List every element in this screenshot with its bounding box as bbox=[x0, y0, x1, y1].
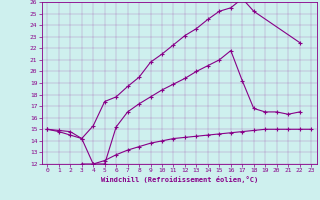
X-axis label: Windchill (Refroidissement éolien,°C): Windchill (Refroidissement éolien,°C) bbox=[100, 176, 258, 183]
